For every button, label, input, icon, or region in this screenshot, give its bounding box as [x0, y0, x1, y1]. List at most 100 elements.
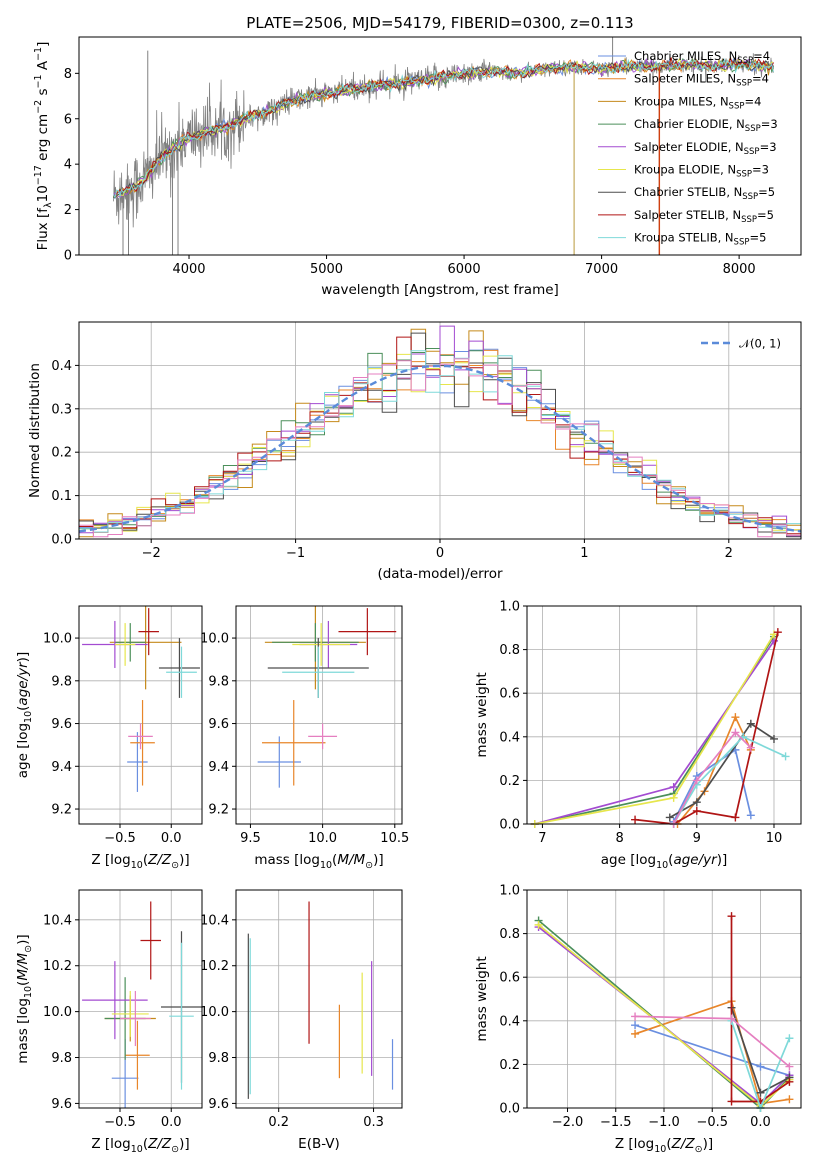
- x-tick-label: 7: [538, 831, 546, 846]
- legend-subscript: SSP: [744, 147, 760, 157]
- series-marker-salpeter-miles: [731, 713, 740, 722]
- x-tick-label: −0.5: [104, 1115, 136, 1130]
- label-part: )]: [15, 934, 31, 945]
- y-tick-label: 10.4: [200, 913, 229, 928]
- x-tick-label: 0.0: [161, 831, 182, 846]
- y-tick-label: 9.4: [51, 760, 72, 775]
- y-tick-label: 8: [64, 67, 72, 82]
- x-axis-label: age [log10(age/yr)]: [601, 852, 727, 871]
- axes-frame: [78, 889, 203, 1109]
- series-line-kroupa-elodie: [534, 633, 775, 824]
- axes-frame: [78, 36, 802, 256]
- y-tick-label: 0.6: [499, 971, 520, 986]
- y-tick-label: 6: [64, 112, 72, 127]
- figure-title: PLATE=2506, MJD=54179, FIBERID=0300, z=0…: [246, 14, 633, 32]
- label-part: ]: [35, 42, 51, 47]
- x-axis-label: Z [log10(Z/Z⊙)]: [91, 1136, 189, 1155]
- x-tick-label: −2: [142, 546, 161, 561]
- y-tick-label: 10.0: [200, 1005, 229, 1020]
- legend-subscript: SSP: [745, 124, 761, 134]
- legend-text: =3: [752, 163, 769, 177]
- x-tick-label: 5000: [310, 262, 343, 277]
- series-line-salpeter-stelib: [730, 916, 790, 1103]
- y-axis-label: mass [log10(M/M⊙)]: [15, 934, 34, 1063]
- legend-subscript: SSP: [741, 215, 757, 225]
- x-tick-label: −2.0: [552, 1115, 584, 1130]
- y-tick-label: 9.6: [51, 1097, 72, 1112]
- x-tick-label: 6000: [448, 262, 481, 277]
- axes-frame: [526, 605, 802, 825]
- label-superscript: −1: [33, 47, 44, 61]
- x-axis-label: mass [log10(M/M⊙)]: [254, 852, 383, 871]
- x-axis-label: E(B-V): [298, 1136, 340, 1152]
- x-tick-label: −0.5: [696, 1115, 728, 1130]
- y-tick-label: 9.8: [208, 1051, 229, 1066]
- y-tick-label: 9.8: [51, 674, 72, 689]
- legend-label-salpeter-elodie: Salpeter ELODIE, NSSP=3: [634, 140, 777, 157]
- series-marker-pink: [727, 1014, 736, 1023]
- label-part: (: [143, 852, 148, 868]
- x-tick-label: 10: [766, 831, 783, 846]
- legend-text: Chabrier STELIB, N: [634, 185, 742, 199]
- series-marker-kroupa-stelib: [785, 1034, 794, 1043]
- y-tick-label: 9.2: [208, 803, 229, 818]
- y-tick-label: 0.3: [51, 402, 72, 417]
- legend-text: =3: [760, 140, 777, 154]
- x-tick-label: 9: [693, 831, 701, 846]
- series-line-kroupa-stelib: [672, 735, 786, 824]
- y-tick-label: 10.0: [43, 1005, 72, 1020]
- series-marker-salpeter-stelib: [727, 1097, 736, 1106]
- y-tick-label: 0.2: [51, 446, 72, 461]
- x-tick-label: 9.5: [240, 831, 261, 846]
- y-tick-label: 1.0: [499, 884, 520, 899]
- y-tick-label: 0.4: [499, 730, 520, 745]
- x-tick-label: 8: [615, 831, 623, 846]
- x-tick-label: 8000: [723, 262, 756, 277]
- series-marker-pink: [785, 1062, 794, 1071]
- age-vs-mass-panel: 9.5 10.0 10.5 9.2 9.4 9.6 9.8 10.0 mass [log10(M…: [200, 605, 409, 871]
- x-tick-label: 1: [580, 546, 588, 561]
- x-axis-label: wavelength [Angstrom, rest frame]: [321, 282, 559, 298]
- y-tick-label: 0.0: [51, 533, 72, 548]
- mass-vs-ebv-panel: 0.2 0.3 9.6 9.8 10.0 10.2 10.4 E(B-V): [200, 889, 403, 1152]
- series-marker-pink: [631, 1012, 640, 1021]
- legend-text: Salpeter MILES, N: [634, 72, 736, 86]
- label-part: age [log: [601, 852, 656, 868]
- label-part: )]: [15, 652, 31, 663]
- legend-subscript: SSP: [736, 170, 752, 180]
- x-tick-label: 0.2: [268, 1115, 289, 1130]
- label-italic: Z/Z: [671, 1136, 696, 1152]
- model-line-salpeter-elodie: [113, 57, 774, 199]
- legend-text: Kroupa STELIB, N: [634, 231, 734, 245]
- label-part: )]: [179, 852, 190, 868]
- series-marker-chabrier-miles: [746, 811, 755, 820]
- x-tick-label: −0.5: [104, 831, 136, 846]
- legend-subscript: SSP: [736, 79, 752, 89]
- label-subscript: 10: [23, 986, 34, 998]
- legend-text: Salpeter ELODIE, N: [634, 140, 744, 154]
- label-part: Z [log: [91, 852, 130, 868]
- series-marker-pink: [692, 776, 701, 785]
- label-part: )]: [703, 1136, 714, 1152]
- y-tick-label: 0.4: [499, 1014, 520, 1029]
- label-part: mass [log: [15, 998, 31, 1064]
- y-tick-label: 10.2: [43, 959, 72, 974]
- y-tick-label: 9.2: [51, 803, 72, 818]
- x-tick-label: 2: [725, 546, 733, 561]
- y-tick-label: 0.2: [499, 1058, 520, 1073]
- legend-text: =5: [757, 208, 774, 222]
- legend-subscript: SSP: [734, 238, 750, 248]
- series-marker-salpeter-stelib: [692, 806, 701, 815]
- label-part: (: [15, 981, 31, 986]
- series-marker-salpeter-elodie: [669, 782, 678, 791]
- label-subscript: 10: [654, 1144, 666, 1155]
- axes-frame: [78, 321, 802, 540]
- x-axis-label: Z [log10(Z/Z⊙)]: [91, 852, 189, 871]
- y-tick-label: 0.6: [499, 687, 520, 702]
- label-part: erg cm: [35, 114, 51, 165]
- label-subscript: ⊙: [171, 1144, 179, 1155]
- y-tick-label: 4: [64, 158, 72, 173]
- label-subscript: ⊙: [171, 860, 179, 871]
